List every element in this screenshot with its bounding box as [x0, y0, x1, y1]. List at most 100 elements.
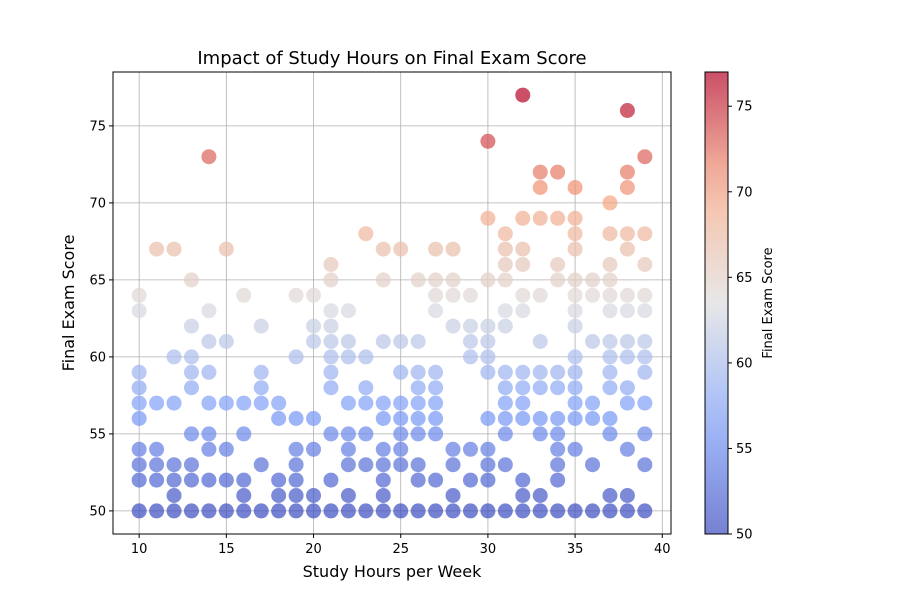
data-point: [375, 488, 391, 503]
data-point: [497, 318, 513, 334]
data-point: [550, 457, 566, 473]
data-point: [428, 395, 444, 411]
data-point: [149, 503, 165, 519]
data-point: [480, 457, 496, 473]
colorbar-tick-label: 65: [736, 271, 753, 286]
data-point: [619, 180, 635, 195]
data-point: [619, 164, 635, 180]
data-point: [183, 472, 199, 488]
data-point: [462, 318, 478, 334]
data-point: [393, 441, 409, 457]
data-point: [602, 226, 618, 242]
data-point: [306, 488, 322, 503]
data-point: [166, 395, 182, 411]
data-point: [619, 441, 635, 457]
data-point: [619, 226, 635, 242]
data-point: [515, 287, 531, 303]
data-point: [201, 364, 217, 380]
data-point: [497, 241, 513, 257]
data-point: [497, 272, 513, 288]
x-tick-label: 15: [218, 542, 235, 557]
data-point: [619, 334, 635, 349]
data-point: [375, 472, 391, 488]
data-point: [236, 503, 252, 519]
data-point: [236, 472, 252, 488]
data-point: [149, 395, 165, 411]
data-point: [567, 441, 583, 457]
data-point: [340, 334, 356, 349]
data-point: [567, 272, 583, 288]
x-tick-label: 10: [131, 542, 148, 557]
data-point: [532, 180, 548, 195]
data-point: [515, 210, 531, 226]
data-point: [253, 318, 269, 334]
data-point: [497, 457, 513, 473]
data-point: [602, 426, 618, 442]
data-point: [515, 503, 531, 519]
data-point: [550, 411, 566, 426]
data-point: [149, 457, 165, 473]
data-point: [166, 488, 182, 503]
data-point: [375, 334, 391, 349]
data-point: [602, 272, 618, 288]
data-point: [271, 472, 287, 488]
data-point: [323, 349, 339, 365]
data-point: [218, 503, 234, 519]
data-point: [288, 457, 304, 473]
data-point: [131, 303, 147, 319]
x-tick-label: 30: [480, 542, 497, 557]
x-tick-label: 40: [654, 542, 671, 557]
y-axis-label: Final Exam Score: [59, 235, 78, 372]
data-point: [201, 503, 217, 519]
data-point: [183, 426, 199, 442]
data-point: [567, 303, 583, 319]
data-point: [428, 241, 444, 257]
data-point: [637, 457, 653, 473]
data-point: [131, 380, 147, 396]
data-point: [340, 349, 356, 365]
data-point: [602, 195, 618, 211]
data-point: [515, 395, 531, 411]
data-point: [480, 210, 496, 226]
x-axis-label: Study Hours per Week: [303, 562, 482, 581]
data-point: [183, 503, 199, 519]
data-point: [550, 272, 566, 288]
data-point: [149, 441, 165, 457]
data-point: [166, 503, 182, 519]
data-point: [410, 411, 426, 426]
data-point: [515, 472, 531, 488]
data-point: [619, 103, 635, 118]
data-point: [323, 318, 339, 334]
data-point: [358, 395, 374, 411]
data-point: [410, 457, 426, 473]
data-point: [532, 364, 548, 380]
data-point: [532, 411, 548, 426]
data-point: [306, 503, 322, 519]
data-point: [567, 287, 583, 303]
data-point: [637, 257, 653, 272]
data-point: [410, 472, 426, 488]
data-point: [515, 87, 531, 103]
data-point: [497, 411, 513, 426]
data-point: [497, 303, 513, 319]
data-point: [428, 472, 444, 488]
data-point: [445, 488, 461, 503]
data-point: [358, 457, 374, 473]
data-point: [131, 441, 147, 457]
data-point: [306, 287, 322, 303]
colorbar-tick-label: 50: [736, 528, 753, 543]
data-point: [567, 180, 583, 195]
data-point: [585, 272, 601, 288]
data-point: [637, 149, 653, 165]
data-point: [323, 257, 339, 272]
data-point: [515, 380, 531, 396]
data-point: [567, 364, 583, 380]
data-point: [218, 241, 234, 257]
data-point: [480, 411, 496, 426]
data-point: [445, 318, 461, 334]
data-point: [550, 472, 566, 488]
data-point: [515, 303, 531, 319]
data-point: [480, 503, 496, 519]
data-point: [288, 503, 304, 519]
